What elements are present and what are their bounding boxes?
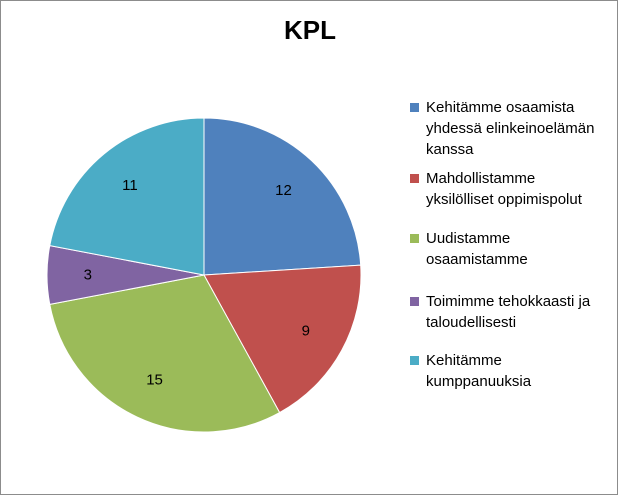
pie-slice-3 — [49, 274, 281, 433]
data-label-3: 15 — [146, 372, 163, 389]
legend-item-4: Toimimme tehokkaasti ja taloudellisesti — [410, 291, 616, 333]
chart-title: KPL — [284, 15, 336, 45]
legend-label-1-line-3: kanssa — [426, 141, 474, 158]
pie-slice-1 — [203, 117, 362, 276]
legend-label-1-line-1: Kehitämme osaamista — [426, 99, 575, 116]
data-label-5: 11 — [122, 177, 138, 194]
legend-swatch-5 — [410, 356, 419, 365]
pie-slice-5 — [49, 117, 205, 276]
legend-label-1-line-2: yhdessä elinkeinoelämän — [426, 120, 595, 137]
legend-swatch-1 — [410, 103, 419, 112]
legend-item-5: Kehitämme kumppanuuksia — [410, 350, 616, 392]
chart-legend: Kehitämme osaamista yhdessä elinkeinoeläm… — [410, 97, 616, 392]
legend-swatch-4 — [410, 297, 419, 306]
legend-label-5-line-2: kumppanuuksia — [426, 373, 532, 390]
legend-label-3-line-1: Uudistamme — [426, 230, 511, 247]
legend-item-2: Mahdollistamme yksilölliset oppimispolut — [410, 168, 616, 210]
legend-item-3: Uudistamme osaamistamme — [410, 228, 616, 270]
legend-label-5-line-1: Kehitämme — [426, 352, 502, 369]
legend-swatch-2 — [410, 174, 419, 183]
legend-swatch-3 — [410, 234, 419, 243]
pie-slice-2 — [203, 264, 362, 414]
legend-label-4-line-1: Toimimme tehokkaasti ja — [426, 293, 591, 310]
legend-label-2-line-1: Mahdollistamme — [426, 170, 536, 187]
legend-item-1: Kehitämme osaamista yhdessä elinkeinoeläm… — [410, 97, 616, 160]
legend-label-2-line-2: yksilölliset oppimispolut — [426, 191, 582, 208]
data-label-1: 12 — [275, 182, 292, 199]
data-label-4: 3 — [84, 267, 92, 284]
legend-label-3-line-2: osaamistamme — [426, 251, 528, 268]
legend-label-4-line-2: taloudellisesti — [426, 314, 517, 331]
data-label-2: 9 — [302, 322, 310, 339]
